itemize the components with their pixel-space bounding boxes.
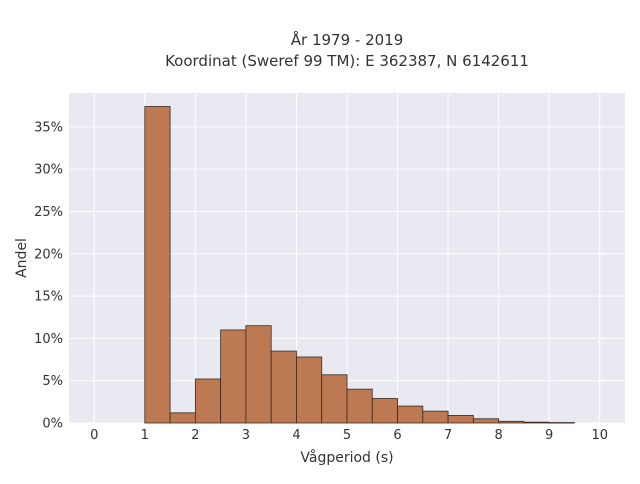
histogram-bar bbox=[346, 388, 373, 424]
x-tick-label: 3 bbox=[242, 428, 250, 443]
x-tick-label: 1 bbox=[141, 428, 149, 443]
histogram-bar bbox=[371, 398, 398, 424]
x-tick-label: 8 bbox=[494, 428, 502, 443]
y-tick-labels: 0% 5% 10% 15% 20% 25% 30% 35% bbox=[34, 120, 63, 431]
histogram-bar bbox=[397, 405, 424, 424]
histogram-bar bbox=[523, 421, 550, 424]
y-tick-label: 10% bbox=[34, 332, 63, 347]
x-tick-label: 4 bbox=[292, 428, 300, 443]
x-tick-labels: 0 1 2 3 4 5 6 7 8 9 10 bbox=[90, 428, 608, 443]
bars bbox=[144, 106, 575, 424]
chart-title-line2: Koordinat (Sweref 99 TM): E 362387, N 61… bbox=[165, 52, 529, 70]
x-tick-label: 6 bbox=[393, 428, 401, 443]
x-tick-label: 5 bbox=[343, 428, 351, 443]
histogram-bar bbox=[270, 350, 297, 424]
histogram-bar bbox=[169, 412, 196, 424]
histogram-bar bbox=[194, 378, 222, 424]
histogram-bar bbox=[548, 422, 575, 424]
y-tick-label: 5% bbox=[42, 374, 63, 389]
y-tick-label: 30% bbox=[34, 163, 63, 178]
y-tick-label: 0% bbox=[42, 417, 63, 432]
histogram-bar bbox=[144, 106, 171, 424]
histogram-bar bbox=[447, 414, 474, 424]
histogram-bar bbox=[472, 418, 500, 424]
x-tick-label: 2 bbox=[191, 428, 199, 443]
y-axis-label: Andel bbox=[14, 238, 30, 278]
y-tick-label: 25% bbox=[34, 205, 63, 220]
x-tick-label: 0 bbox=[90, 428, 98, 443]
histogram-bar bbox=[245, 325, 272, 424]
y-tick-label: 15% bbox=[34, 290, 63, 305]
x-axis-label: Vågperiod (s) bbox=[300, 449, 393, 466]
x-tick-label: 7 bbox=[444, 428, 452, 443]
grid-lines bbox=[69, 93, 625, 424]
histogram-bar bbox=[296, 356, 323, 424]
y-tick-label: 20% bbox=[34, 247, 63, 262]
histogram-bar bbox=[422, 410, 449, 424]
histogram-bar bbox=[498, 420, 525, 424]
histogram-bar bbox=[220, 329, 247, 424]
chart-title-line1: År 1979 - 2019 bbox=[291, 30, 404, 49]
histogram-bar bbox=[321, 374, 348, 424]
x-tick-label: 10 bbox=[591, 428, 608, 443]
x-tick-label: 9 bbox=[545, 428, 553, 443]
y-tick-label: 35% bbox=[34, 120, 63, 135]
